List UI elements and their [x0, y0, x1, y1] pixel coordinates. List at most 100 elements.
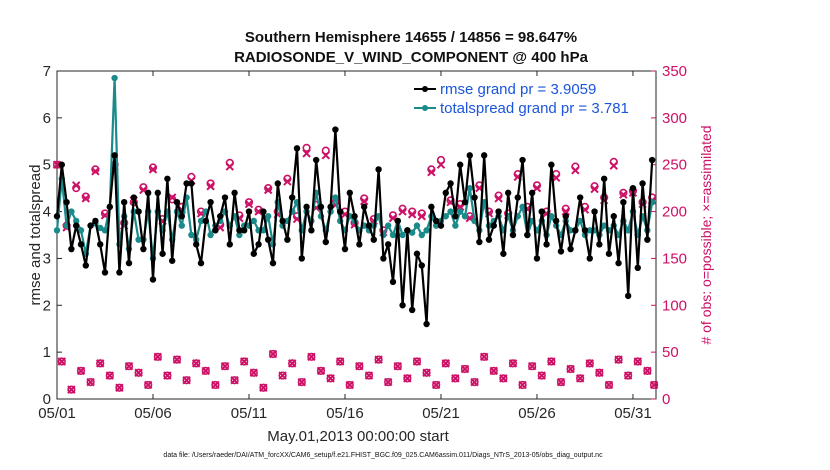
rmse-point [178, 213, 185, 220]
rmse-point [519, 156, 526, 164]
rmse-point [260, 208, 267, 215]
obs-possible-marker [518, 380, 527, 390]
totalspread-point [447, 208, 454, 215]
obs-assimilated-marker [95, 359, 105, 368]
rmse-point [264, 236, 272, 243]
totalspread-point [72, 217, 80, 225]
obs-possible-marker [451, 374, 460, 383]
obs-possible-marker [148, 163, 158, 172]
obs-assimilated-marker [163, 371, 172, 380]
obs-assimilated-marker [307, 352, 316, 362]
totalspread-point [600, 222, 608, 229]
rmse-point [346, 189, 353, 197]
obs-possible-marker [355, 362, 364, 371]
rmse-point [480, 152, 488, 159]
totalspread-point [399, 231, 406, 239]
right-tick-label: 300 [662, 110, 687, 127]
obs-possible-marker [307, 352, 316, 361]
obs-assimilated-marker [518, 380, 527, 390]
obs-assimilated-marker [254, 207, 263, 216]
rmse-point [327, 203, 334, 211]
obs-assimilated-marker [105, 371, 115, 380]
obs-possible-marker [460, 364, 470, 374]
rmse-point [567, 245, 574, 253]
rmse-point [72, 222, 80, 229]
obs-possible-marker [624, 371, 633, 380]
right-tick-label: 350 [662, 63, 687, 80]
obs-possible-marker [115, 383, 124, 392]
right-tick-label: 0 [662, 391, 670, 408]
y-tick-label: 3 [43, 250, 51, 267]
obs-assimilated-marker [316, 366, 326, 376]
rmse-point [591, 208, 598, 215]
rmse-point [293, 145, 301, 152]
obs-assimilated-marker [609, 161, 618, 170]
obs-possible-marker [614, 355, 623, 364]
obs-assimilated-marker [508, 359, 518, 368]
obs-assimilated-marker [259, 383, 268, 392]
y-tick-label: 5 [43, 157, 51, 174]
right-tick-label: 150 [662, 250, 687, 267]
rmse-point [197, 259, 205, 267]
totalspread-point [418, 231, 425, 239]
obs-assimilated-marker [619, 190, 628, 199]
rmse-point [600, 175, 608, 182]
obs-assimilated-marker [230, 376, 239, 385]
obs-possible-marker [537, 371, 546, 380]
obs-possible-marker [201, 366, 210, 375]
totalspread-point [197, 217, 205, 225]
obs-possible-marker [470, 378, 479, 387]
chart-title-line2: RADIOSONDE_V_WIND_COMPONENT @ 400 hPa [234, 49, 589, 66]
legend-rmse-label: rmse grand pr = 3.9059 [440, 81, 596, 98]
rmse-point [648, 156, 656, 164]
totalspread-point [111, 74, 118, 82]
obs-assimilated-marker [172, 355, 182, 364]
rmse-point [543, 241, 550, 248]
totalspread-point [332, 194, 339, 201]
totalspread-point [548, 213, 555, 220]
rmse-point [461, 199, 469, 206]
obs-assimilated-marker [551, 173, 561, 183]
rmse-point [360, 203, 368, 211]
totalspread-point [178, 222, 185, 229]
rmse-series [53, 126, 656, 328]
rmse-point [365, 222, 373, 229]
rmse-point [538, 208, 545, 215]
obs-possible-marker [441, 359, 450, 368]
rmse-point [351, 213, 358, 220]
obs-possible-marker [153, 352, 162, 361]
rmse-point [413, 250, 421, 257]
rmse-point [130, 194, 137, 201]
y-axis-label: rmse and totalspread [27, 165, 44, 306]
obs-assimilated-marker [52, 160, 62, 169]
obs-assimilated-marker [547, 357, 556, 366]
rmse-point [269, 259, 277, 267]
y-tick-label: 4 [43, 204, 51, 221]
rmse-point [432, 217, 440, 225]
obs-possible-marker [220, 362, 230, 371]
totalspread-point [389, 231, 397, 239]
rmse-point [581, 227, 589, 234]
rmse-point [370, 236, 377, 243]
rmse-point [279, 217, 286, 225]
totalspread-point [452, 222, 459, 229]
rmse-point [207, 199, 214, 206]
obs-assimilated-marker [191, 359, 201, 368]
legend-rmse-marker [422, 86, 428, 92]
obs-assimilated-marker [359, 197, 369, 206]
totalspread-point [456, 208, 464, 215]
obs-possible-marker [480, 352, 489, 361]
obs-assimilated-marker [283, 177, 292, 186]
obs-possible-marker [249, 368, 258, 377]
rmse-point [576, 194, 584, 201]
rmse-point [274, 180, 281, 187]
obs-assimilated-marker [134, 368, 143, 377]
obs-possible-marker [528, 362, 537, 371]
rmse-point [634, 264, 641, 271]
right-tick-label: 100 [662, 297, 687, 314]
rmse-point [394, 217, 401, 225]
obs-assimilated-marker [239, 357, 249, 366]
obs-assimilated-marker [263, 185, 273, 195]
obs-assimilated-marker [57, 357, 67, 366]
obs-possible-marker [163, 371, 172, 380]
